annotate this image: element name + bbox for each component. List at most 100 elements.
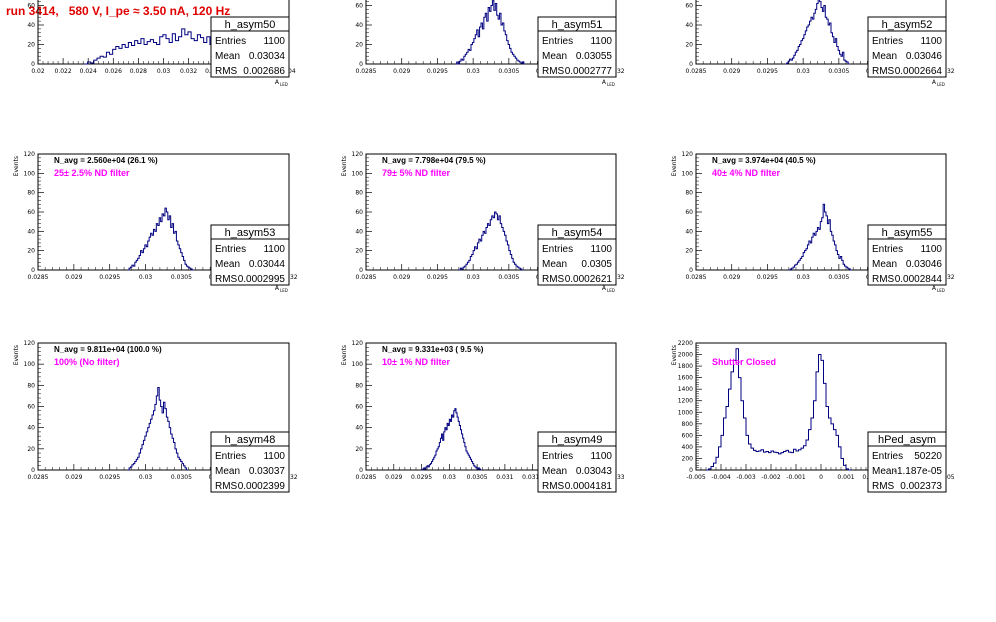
x-tick-label: -0.001 <box>786 474 806 481</box>
x-axis-label-subscript: LED <box>280 288 288 293</box>
x-tick-label: 0.032 <box>180 68 197 75</box>
histogram-title: h_asym53 <box>225 227 276 239</box>
stats-box <box>867 224 947 286</box>
x-tick-label: 0.026 <box>105 68 122 75</box>
y-tick-label: 40 <box>27 22 35 29</box>
x-tick-label: 0.0305 <box>467 474 488 481</box>
x-tick-label: 0.0285 <box>28 274 49 281</box>
x-tick-label: -0.004 <box>711 474 731 481</box>
y-tick-label: 0 <box>689 267 693 274</box>
x-tick-label: 0.028 <box>130 68 147 75</box>
y-tick-label: 1000 <box>678 409 693 416</box>
y-tick-label: 40 <box>355 228 363 235</box>
x-axis-label-subscript: LED <box>280 82 288 87</box>
stats-value: 1100 <box>920 244 942 255</box>
y-tick-label: 1200 <box>678 398 693 405</box>
stats-value: 0.0002995 <box>238 274 286 285</box>
x-tick-label: 0.03 <box>443 474 457 481</box>
filter-label: Shutter Closed <box>712 357 776 367</box>
x-tick-label: 0.0305 <box>498 274 519 281</box>
stats-label: RMS <box>215 274 238 285</box>
x-axis-label: A <box>932 79 937 86</box>
y-tick-label: 80 <box>27 382 35 389</box>
y-tick-label: 40 <box>355 425 363 432</box>
stats-label: Entries <box>215 451 246 462</box>
y-tick-label: 20 <box>355 42 363 49</box>
y-tick-label: 0 <box>31 61 35 68</box>
stats-label: Entries <box>215 36 246 47</box>
histogram-title: h_asym54 <box>552 227 603 239</box>
y-tick-label: 100 <box>24 361 36 368</box>
navg-label: N_avg = 7.798e+04 (79.5 %) <box>382 156 486 165</box>
stats-box <box>537 224 617 286</box>
y-tick-label: 400 <box>682 444 694 451</box>
x-tick-label: 0.02 <box>31 68 45 75</box>
stats-label: RMS <box>542 66 565 77</box>
filter-label: 10± 1% ND filter <box>382 357 450 367</box>
x-axis-label: A <box>275 285 280 292</box>
histogram-panel-h_asym51: 0204060801001200.02850.0290.02950.030.03… <box>355 0 625 87</box>
histogram-panel-h_asym49: 0 20 40 60 80 100 120 0.0285 0.029 0.0295 0.03 0.03… <box>341 340 625 493</box>
x-tick-label: 0.03 <box>466 68 480 75</box>
stats-label: Entries <box>872 244 903 255</box>
x-tick-label: 0.001 <box>837 474 854 481</box>
y-tick-label: 120 <box>682 151 694 158</box>
y-tick-label: 1800 <box>678 363 693 370</box>
filter-label: 100% (No filter) <box>54 357 120 367</box>
y-tick-label: 60 <box>27 209 35 216</box>
stats-value: 1100 <box>263 244 285 255</box>
x-tick-label: 0.0295 <box>411 474 432 481</box>
y-tick-label: 600 <box>682 432 694 439</box>
x-tick-label: 0.03 <box>796 274 810 281</box>
stats-label: RMS <box>215 66 238 77</box>
x-tick-label: 0.0295 <box>427 68 448 75</box>
x-axis-label: A <box>602 285 607 292</box>
histogram-panel-h_asym54: 0 20 40 60 80 100 120 0.0285 0.029 0.0295 0.03 0.03… <box>341 151 625 293</box>
x-axis-label-subscript: LED <box>937 288 945 293</box>
y-tick-label: 80 <box>685 190 693 197</box>
x-tick-label: 0 <box>819 474 823 481</box>
x-tick-label: 0.0295 <box>757 274 778 281</box>
x-tick-label: 0.0295 <box>427 274 448 281</box>
y-tick-label: 20 <box>27 446 35 453</box>
stats-value: 0.03055 <box>576 51 613 62</box>
stats-label: Entries <box>872 451 903 462</box>
y-tick-label: 20 <box>355 248 363 255</box>
y-tick-label: 200 <box>682 455 694 462</box>
x-axis-label-subscript: LED <box>607 82 615 87</box>
stats-label: Mean <box>542 259 567 270</box>
stats-box <box>537 431 617 493</box>
histogram-title: h_asym55 <box>882 227 933 239</box>
x-tick-label: 0.0285 <box>356 68 377 75</box>
stats-value: 1100 <box>263 451 285 462</box>
y-tick-label: 1600 <box>678 375 693 382</box>
stats-label: Mean <box>542 466 567 477</box>
y-tick-label: 40 <box>27 228 35 235</box>
x-tick-label: 0.029 <box>393 68 410 75</box>
x-axis-label: A <box>275 79 280 86</box>
x-tick-label: 0.0285 <box>356 274 377 281</box>
x-axis-label-subscript: LED <box>937 82 945 87</box>
y-tick-label: 20 <box>355 446 363 453</box>
x-tick-label: 0.0285 <box>356 474 377 481</box>
x-tick-label: 0.029 <box>723 68 740 75</box>
page-title: run 3414, 580 V, I_pe ≈ 3.50 nA, 120 Hz <box>6 4 231 18</box>
y-tick-label: 80 <box>355 190 363 197</box>
histogram-panel-h_asym50: 0204060801001200.020.0220.0240.0260.0280… <box>27 0 296 87</box>
stats-box <box>210 224 290 286</box>
histogram-panel-h_asym53: 0 20 40 60 80 100 120 0.0285 0.029 0.0295 0.03 0.03… <box>13 151 298 293</box>
stats-box <box>210 16 290 78</box>
x-tick-label: 0.0295 <box>99 474 120 481</box>
histogram-line <box>127 207 194 271</box>
x-tick-label: 0.029 <box>65 474 82 481</box>
histogram-title: h_asym48 <box>225 434 276 446</box>
x-tick-label: 0.0295 <box>99 274 120 281</box>
y-tick-label: 0 <box>359 467 363 474</box>
x-tick-label: 0.029 <box>393 274 410 281</box>
stats-box <box>867 16 947 78</box>
stats-value: 0.0002844 <box>895 274 943 285</box>
y-tick-label: 60 <box>355 404 363 411</box>
x-axis-label-subscript: LED <box>607 288 615 293</box>
x-tick-label: 0.029 <box>723 274 740 281</box>
y-tick-label: 120 <box>352 151 364 158</box>
